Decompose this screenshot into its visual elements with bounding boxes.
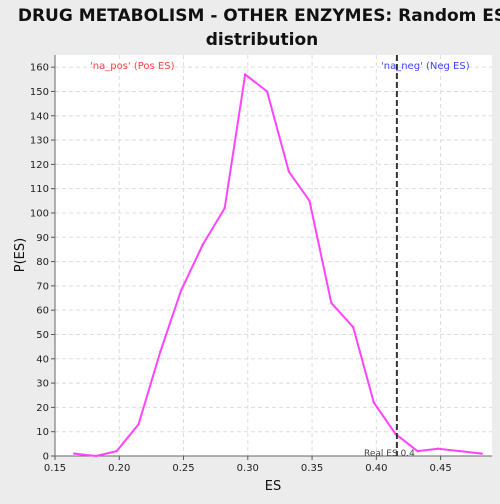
y-tick-label: 150	[30, 87, 49, 98]
chart-title-line-1: DRUG METABOLISM - OTHER ENZYMES: Random …	[18, 6, 500, 26]
y-tick-label: 90	[36, 233, 49, 244]
series-line	[74, 73, 482, 457]
x-tick-label: 0.40	[365, 463, 387, 474]
x-tick-label: 0.35	[301, 463, 323, 474]
plot-area	[55, 55, 492, 456]
x-tick-label: 0.30	[237, 463, 259, 474]
y-tick-label: 40	[36, 354, 49, 365]
y-tick-label: 140	[30, 111, 49, 122]
series-layer	[73, 73, 483, 458]
y-tick-label: 60	[36, 306, 49, 317]
y-tick-label: 80	[36, 257, 49, 268]
x-tick-label: 0.45	[429, 463, 451, 474]
x-tick-label: 0.25	[172, 463, 194, 474]
y-axis-label: P(ES)	[13, 238, 28, 272]
chart-title-line-2: distribution	[206, 30, 318, 50]
data-point	[73, 452, 76, 455]
data-point	[372, 401, 375, 404]
data-point	[201, 243, 205, 246]
data-point	[351, 325, 355, 329]
data-point	[94, 454, 98, 458]
y-tick-label: 100	[30, 208, 49, 219]
data-point	[308, 199, 311, 203]
y-tick-label: 70	[36, 281, 49, 292]
y-tick-label: 130	[30, 136, 49, 147]
reference-line-label: Real ES 0.4	[364, 449, 415, 459]
annotation-neg-es: 'na_neg' (Neg ES)	[381, 61, 470, 72]
y-tick-label: 120	[30, 160, 49, 171]
data-point	[458, 449, 462, 453]
data-point	[115, 449, 118, 453]
data-point	[244, 73, 247, 76]
data-point	[223, 206, 226, 210]
y-tick-label: 0	[43, 452, 49, 463]
data-point	[137, 423, 140, 426]
x-axis-label: ES	[265, 479, 281, 494]
y-tick-label: 50	[36, 330, 49, 341]
data-point	[287, 170, 291, 173]
data-point	[330, 301, 333, 305]
y-tick-label: 30	[36, 379, 49, 390]
x-tick-label: 0.15	[44, 463, 66, 474]
y-tick-label: 10	[36, 427, 49, 438]
axis-layer: 0 10 20 30 40 50 60 70 80 90 100 110 120 130 140 150 160…	[30, 55, 492, 474]
data-point	[265, 90, 269, 93]
data-point	[436, 447, 440, 450]
y-tick-label: 20	[36, 403, 49, 414]
y-tick-label: 110	[30, 184, 49, 195]
data-point	[159, 350, 162, 353]
data-point	[179, 289, 183, 292]
y-tick-label: 160	[30, 63, 49, 74]
x-tick-label: 0.20	[108, 463, 130, 474]
data-point	[416, 449, 419, 453]
annotation-pos-es: 'na_pos' (Pos ES)	[90, 61, 175, 72]
grid-layer	[55, 55, 492, 456]
data-point	[480, 452, 483, 455]
